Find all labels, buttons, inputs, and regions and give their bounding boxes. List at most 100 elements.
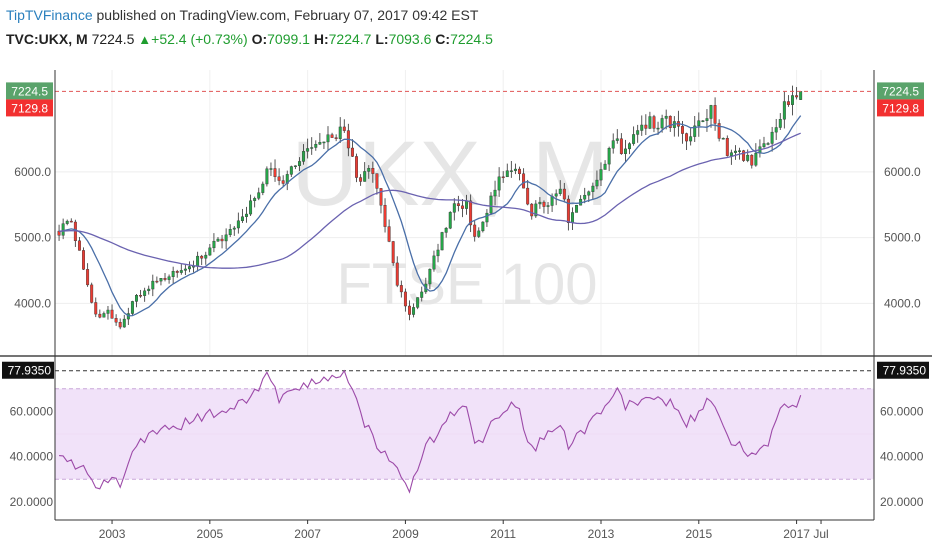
candle-body [82, 250, 85, 270]
last-price: 7224.5 [91, 31, 135, 47]
candle-body [599, 169, 603, 181]
candle-body [69, 220, 73, 223]
candle-body [440, 232, 444, 251]
candle-body [746, 154, 750, 161]
last-price-tag-left [6, 82, 53, 100]
chart-header: TipTVFinance published on TradingView.co… [0, 0, 932, 56]
high-label: H: [313, 31, 329, 47]
candle-body [249, 200, 253, 215]
candle-body [587, 191, 591, 196]
candle-body [733, 150, 737, 153]
moving-averages [58, 115, 802, 317]
candle-body [452, 203, 456, 213]
candle-body [379, 188, 383, 206]
rsi-tick-label-left: 40.0000 [10, 450, 54, 464]
candle-body [611, 140, 615, 149]
candle-body [465, 200, 469, 209]
x-tick-label: 2017 [783, 527, 810, 541]
candle-body [791, 95, 794, 105]
candle-body [395, 262, 399, 286]
x-tick-label: 2015 [685, 527, 712, 541]
candle-body [322, 141, 326, 144]
rsi-tick-label-left: 20.0000 [10, 495, 54, 509]
y-tick-label-right: 5000.0 [884, 231, 921, 245]
candle-body [774, 127, 778, 133]
x-tick-label: 2013 [588, 527, 615, 541]
candle-body [253, 198, 257, 201]
candle-body [261, 183, 265, 193]
ohlc-line: TVC:UKX, M 7224.5 ▲+52.4 (+0.73%) O:7099… [6, 31, 493, 47]
candle-body [298, 161, 301, 166]
candle-body [175, 271, 179, 273]
candle-body [778, 119, 782, 128]
candle-body [546, 205, 550, 207]
candle-body [98, 313, 102, 318]
x-tick-label: 2009 [392, 527, 419, 541]
price-grid [55, 70, 874, 356]
high-value: 7224.7 [328, 31, 372, 47]
candle-body [196, 255, 200, 267]
candle-body [86, 269, 90, 286]
candle-body [399, 285, 403, 293]
candle-body [135, 295, 138, 302]
candle-body [106, 309, 110, 314]
candle-body [595, 179, 599, 187]
publisher-link[interactable]: TipTVFinance [6, 7, 93, 23]
candle-body [652, 116, 656, 129]
watermark-name: FTSE 100 [336, 252, 597, 317]
last-price-text-right: 7224.5 [882, 84, 919, 98]
candle-body [558, 188, 562, 194]
candle-body [754, 152, 758, 166]
candle-body [530, 203, 534, 217]
candle-body [363, 171, 367, 182]
candle-body [90, 284, 94, 303]
candle-body [473, 224, 477, 237]
candle-body [619, 138, 623, 154]
candle-body [208, 247, 212, 256]
x-tick-label: 2005 [196, 527, 223, 541]
candle-body [750, 154, 754, 166]
candle-body [615, 138, 619, 141]
close-label: C: [435, 31, 451, 47]
candle-body [591, 185, 595, 192]
candle-body [685, 133, 689, 142]
y-tick-label-right: 6000.0 [884, 165, 921, 179]
candle-body [220, 238, 224, 242]
y-tick-label-left: 4000.0 [14, 296, 51, 310]
published-text: published on TradingView.com, February 0… [96, 7, 479, 23]
candle-body [542, 201, 546, 207]
rsi-pane: 20.0000 20.0000 40.0000 40.0000 60.0000 60.00… [2, 361, 929, 509]
candle-body [640, 124, 644, 131]
rsi-current-text-left: 77.9350 [8, 364, 52, 378]
candle-body [171, 271, 175, 277]
candle-body [583, 194, 587, 200]
close-value: 7224.5 [450, 31, 493, 47]
candle-body [143, 290, 147, 296]
time-axis: 2003 2005 2007 2009 2011 2013 2015 2017 Jul [99, 520, 829, 541]
candle-body [725, 137, 729, 156]
candle-body [436, 249, 440, 257]
prev-close-text-left: 7129.8 [11, 101, 48, 115]
candle-body [403, 291, 407, 307]
candle-body [310, 147, 314, 149]
rsi-tick-label-left: 60.0000 [10, 404, 54, 418]
candle-body [355, 156, 358, 178]
ma-fast-line [58, 115, 802, 317]
candle-body [139, 295, 143, 297]
rsi-current-tag-left [2, 361, 54, 379]
candle-body [179, 270, 183, 273]
candle-body [497, 176, 501, 191]
symbol-label[interactable]: TVC:UKX, M [6, 31, 88, 47]
candle-body [94, 302, 98, 315]
candle-body [77, 240, 81, 251]
candle-body [232, 227, 236, 230]
candle-body [334, 137, 338, 139]
candle-body [489, 195, 493, 214]
candle-body [729, 152, 733, 156]
candle-body [118, 321, 122, 328]
candle-body [281, 180, 285, 184]
candle-body [681, 126, 684, 134]
candle-body [632, 134, 636, 144]
candle-body [65, 220, 69, 224]
